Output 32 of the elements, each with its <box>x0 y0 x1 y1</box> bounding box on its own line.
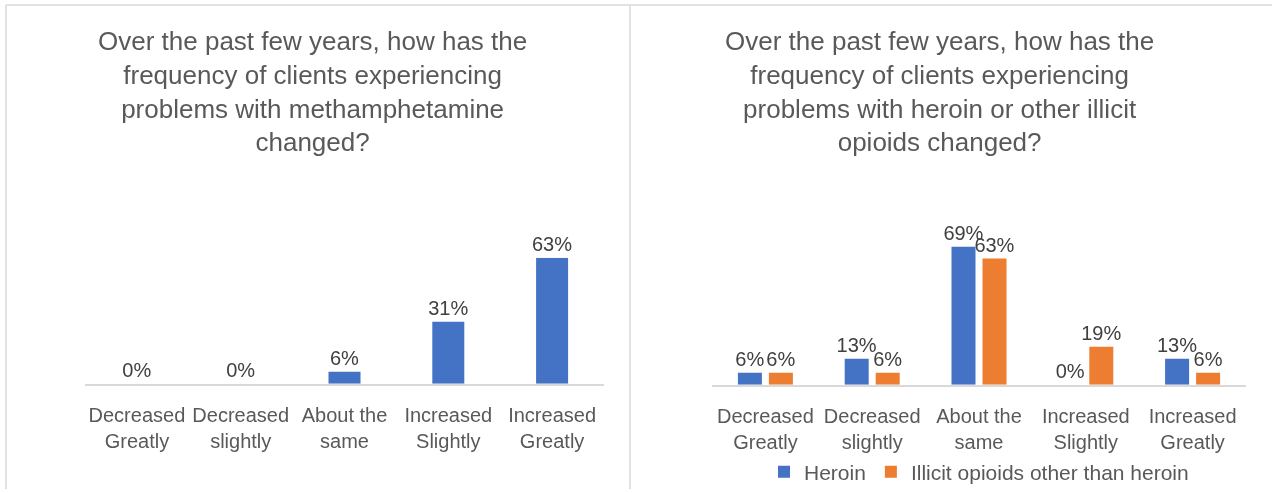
x-tick-label: Increased Greatly <box>1148 404 1237 453</box>
data-label: 63% <box>531 232 573 255</box>
bar <box>982 258 1007 385</box>
x-tick-label: Decreased Greatly <box>88 403 186 452</box>
legend-label: Heroin <box>804 460 866 484</box>
legend-label: Illicit opioids other than heroin <box>910 460 1189 484</box>
bar <box>768 372 793 385</box>
data-label: 6% <box>766 347 796 370</box>
chart-title: Over the past few years, how has the frequency of clients experiencing problems with methamphetamine changed? <box>98 26 528 158</box>
x-tick-label: Increased Slightly <box>404 403 493 452</box>
x-tick-label: Decreased slightly <box>192 403 290 452</box>
bar <box>951 246 976 385</box>
bar <box>1196 372 1221 385</box>
data-label: 0% <box>226 358 256 381</box>
data-label: 6% <box>329 346 360 369</box>
x-tick-label: Increased Greatly <box>508 403 597 452</box>
bar <box>1165 358 1190 385</box>
data-label: 31% <box>428 296 469 319</box>
x-tick-label: About the same <box>301 403 388 452</box>
data-label: 6% <box>735 347 765 370</box>
bar <box>844 358 869 385</box>
x-tick-label: About the same <box>936 404 1022 453</box>
x-tick-label: Increased Slightly <box>1041 404 1130 453</box>
bar <box>737 372 762 385</box>
x-tick-label: Decreased slightly <box>823 404 921 453</box>
bar <box>875 372 900 385</box>
chart-title: Over the past few years, how has the frequency of clients experiencing problems with heroin or other illicit opioids changed? <box>725 26 1155 158</box>
bar <box>1089 346 1114 385</box>
data-label: 0% <box>122 358 152 381</box>
data-label: 0% <box>1055 359 1085 382</box>
data-label: 19% <box>1081 321 1122 344</box>
x-tick-label: Decreased Greatly <box>717 404 814 453</box>
